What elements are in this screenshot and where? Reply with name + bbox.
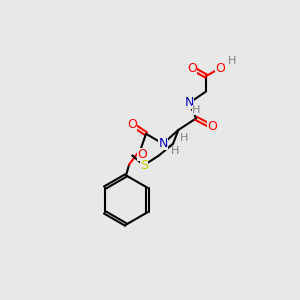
Text: S: S	[140, 159, 148, 172]
Text: H: H	[228, 56, 236, 66]
Text: O: O	[215, 62, 225, 75]
Text: N: N	[158, 137, 168, 150]
Text: O: O	[137, 148, 147, 161]
Text: H: H	[192, 105, 200, 115]
Text: O: O	[127, 118, 137, 131]
Text: H: H	[171, 146, 179, 157]
Text: O: O	[187, 62, 197, 75]
Text: O: O	[207, 120, 217, 134]
Text: H: H	[180, 134, 189, 143]
Text: N: N	[184, 97, 194, 110]
